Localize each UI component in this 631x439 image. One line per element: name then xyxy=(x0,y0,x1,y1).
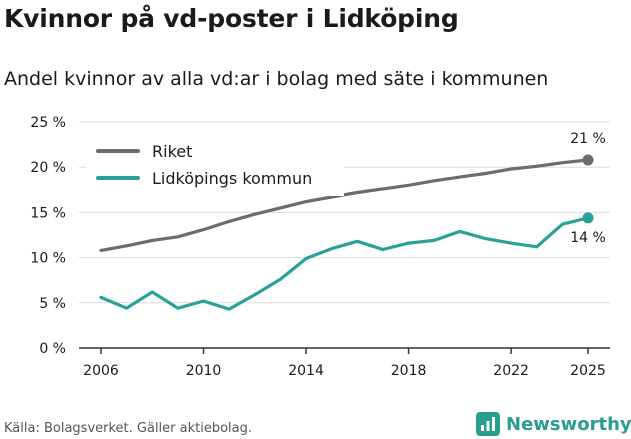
y-tick-label: 10 % xyxy=(30,251,66,267)
legend: Riket Lidköpings kommun xyxy=(86,132,344,196)
x-tick-label: 2018 xyxy=(391,363,427,379)
y-tick-label: 0 % xyxy=(39,341,66,357)
source-note: Källa: Bolagsverket. Gäller aktiebolag. xyxy=(4,421,253,436)
chart-subtitle: Andel kvinnor av alla vd:ar i bolag med … xyxy=(4,68,549,90)
axes: 0 % 5 % 10 % 15 % 20 % 25 % 2006 2010 2014 2018 20… xyxy=(30,115,610,379)
page-title: Kvinnor på vd-poster i Lidköping xyxy=(4,4,459,33)
series-lines xyxy=(99,154,594,311)
x-tick-label: 2010 xyxy=(186,363,222,379)
x-tick-label: 2014 xyxy=(288,363,324,379)
newsworthy-logo-icon xyxy=(476,412,500,436)
end-label-lidkoping: 14 % xyxy=(570,230,606,246)
brand-logo[interactable]: Newsworthy xyxy=(476,409,631,439)
legend-background xyxy=(86,132,344,196)
legend-label: Lidköpings kommun xyxy=(152,169,312,188)
y-tick-label: 15 % xyxy=(30,205,66,221)
end-value-labels: 21 % 14 % xyxy=(570,131,606,246)
x-tick-label: 2025 xyxy=(570,363,606,379)
series-endpoint-0 xyxy=(582,154,594,166)
y-tick-label: 5 % xyxy=(39,296,66,312)
brand-name: Newsworthy xyxy=(506,413,631,435)
x-tick-label: 2006 xyxy=(83,363,119,379)
y-tick-label: 25 % xyxy=(30,115,66,131)
y-tick-label: 20 % xyxy=(30,160,66,176)
legend-label: Riket xyxy=(152,142,192,161)
end-label-riket: 21 % xyxy=(570,131,606,147)
series-line-1 xyxy=(99,216,590,311)
series-line-0 xyxy=(99,158,590,252)
x-tick-label: 2022 xyxy=(493,363,529,379)
series-endpoint-1 xyxy=(582,212,594,224)
